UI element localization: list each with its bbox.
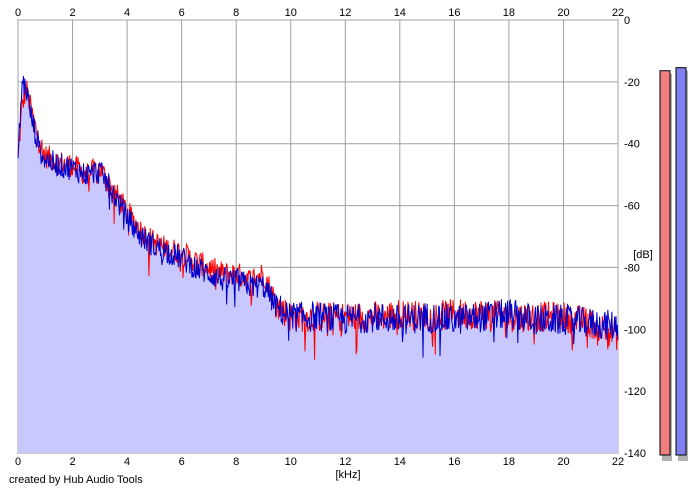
x-tick-bottom: 16 [448, 456, 460, 468]
spectrum-line-2 [17, 75, 619, 358]
y-tick: -100 [624, 324, 646, 336]
x-tick-top: 20 [557, 7, 569, 19]
y-tick: -80 [624, 262, 640, 274]
x-tick-top: 0 [15, 7, 21, 19]
x-tick-bottom: 2 [69, 456, 75, 468]
y-tick: 0 [624, 15, 630, 27]
level-meters [659, 67, 688, 462]
x-tick-bottom: 18 [503, 456, 515, 468]
y-tick: -60 [624, 201, 640, 213]
x-axis-label: [kHz] [335, 469, 360, 481]
credit-text: created by Hub Audio Tools [9, 474, 143, 486]
x-tick-bottom: 14 [394, 456, 406, 468]
x-tick-bottom: 6 [179, 456, 185, 468]
x-axis-top-ticks: 0 2 4 6 8 10 12 14 16 18 20 22 [15, 7, 624, 19]
y-tick: -20 [624, 77, 640, 89]
x-tick-top: 18 [503, 7, 515, 19]
x-tick-top: 14 [394, 7, 406, 19]
x-tick-bottom: 20 [557, 456, 569, 468]
x-tick-bottom: 12 [339, 456, 351, 468]
x-tick-top: 4 [124, 7, 130, 19]
x-tick-bottom: 22 [612, 456, 624, 468]
x-tick-bottom: 8 [233, 456, 239, 468]
y-tick: -120 [624, 386, 646, 398]
spectrum-area [18, 75, 618, 454]
y-axis-label: [dB] [633, 249, 653, 261]
x-tick-bottom: 4 [124, 456, 130, 468]
x-tick-bottom: 10 [285, 456, 297, 468]
x-tick-bottom: 0 [15, 456, 21, 468]
level-meter-1 [659, 70, 671, 456]
x-tick-top: 10 [285, 7, 297, 19]
x-tick-top: 22 [612, 7, 624, 19]
y-tick: -40 [624, 139, 640, 151]
x-tick-top: 6 [179, 7, 185, 19]
plot-area [17, 75, 619, 454]
x-axis-bottom-ticks: 0 2 4 6 8 10 12 14 16 18 20 22 [15, 456, 624, 468]
y-tick: -140 [624, 448, 646, 460]
x-tick-top: 2 [69, 7, 75, 19]
x-tick-top: 16 [448, 7, 460, 19]
x-tick-top: 8 [233, 7, 239, 19]
level-meter-2 [675, 67, 687, 456]
x-tick-top: 12 [339, 7, 351, 19]
y-axis-ticks: 0 -20 -40 -60 -80 -100 -120 -140 [624, 15, 646, 460]
